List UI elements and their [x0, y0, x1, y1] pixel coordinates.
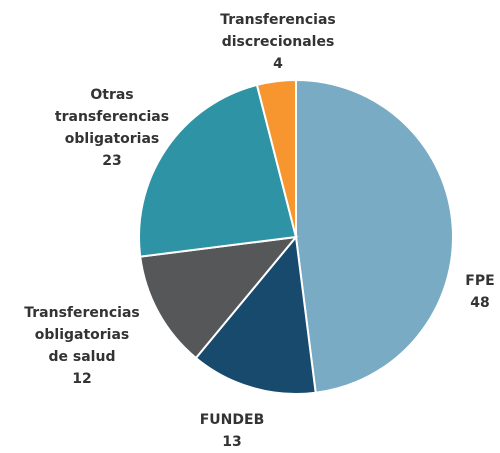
slice-label: FPE 48 — [465, 270, 494, 314]
value-label: 4 — [273, 56, 283, 72]
category-label: Otras transferencias obligatorias — [54, 87, 170, 147]
category-label: FPE — [465, 273, 495, 289]
slice-label: FUNDEB 13 — [200, 409, 265, 453]
slice-label: Otras transferencias obligatorias 23 — [55, 84, 169, 172]
slice-label: Transferencias discrecionales 4 — [220, 9, 336, 75]
value-label: 23 — [102, 153, 122, 169]
category-label: Transferencias discrecionales — [220, 12, 336, 50]
category-label: Transferencias obligatorias de salud — [24, 305, 140, 365]
value-label: 13 — [222, 434, 242, 450]
pie-slice — [255, 78, 297, 238]
value-label: 48 — [470, 295, 490, 311]
pie-slice — [194, 234, 317, 395]
pie-slice — [295, 78, 454, 394]
pie-slice — [139, 235, 299, 360]
value-label: 12 — [72, 371, 92, 387]
pie-slice — [138, 83, 298, 258]
category-label: FUNDEB — [199, 412, 265, 428]
slice-label: Transferencias obligatorias de salud 12 — [24, 302, 140, 390]
